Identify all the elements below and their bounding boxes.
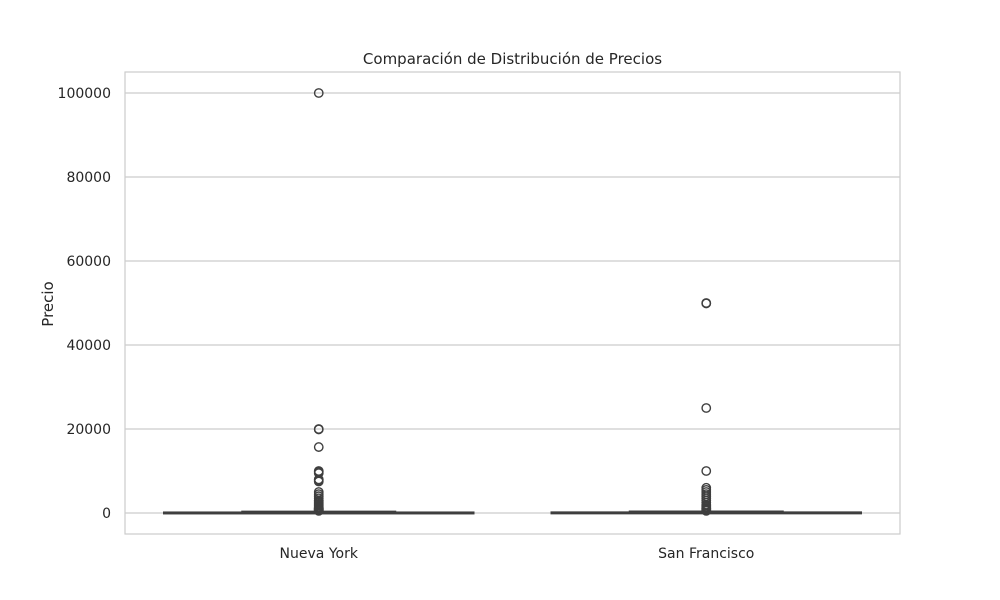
y-tick-label: 0 [102,506,111,522]
y-tick-label: 100000 [58,86,111,102]
x-tick-label: San Francisco [658,546,754,562]
outlier-point [313,476,324,487]
y-axis-label: Precio [39,281,57,326]
outlier-point [701,298,712,309]
x-tick-layer: Nueva York San Francisco [280,546,755,562]
box-2 [550,298,862,516]
box-1 [163,88,475,516]
outlier-point [313,442,324,452]
outlier-point [313,88,324,98]
outlier-point [313,424,324,435]
outlier-point [313,505,324,516]
box-layer [163,88,862,516]
outlier-point [701,466,712,476]
x-tick-label: Nueva York [280,546,359,562]
grid-layer [125,92,900,514]
y-tick-label: 40000 [66,338,111,354]
y-tick-label: 60000 [66,254,111,270]
outlier-point [701,505,712,516]
plot-frame [124,71,901,535]
y-tick-label: 80000 [66,170,111,186]
outlier-point [701,403,712,413]
chart-title: Comparación de Distribución de Precios [363,50,662,68]
y-tick-label: 20000 [66,422,111,438]
y-tick-layer: 0 20000 40000 60000 80000 100000 [58,86,111,522]
